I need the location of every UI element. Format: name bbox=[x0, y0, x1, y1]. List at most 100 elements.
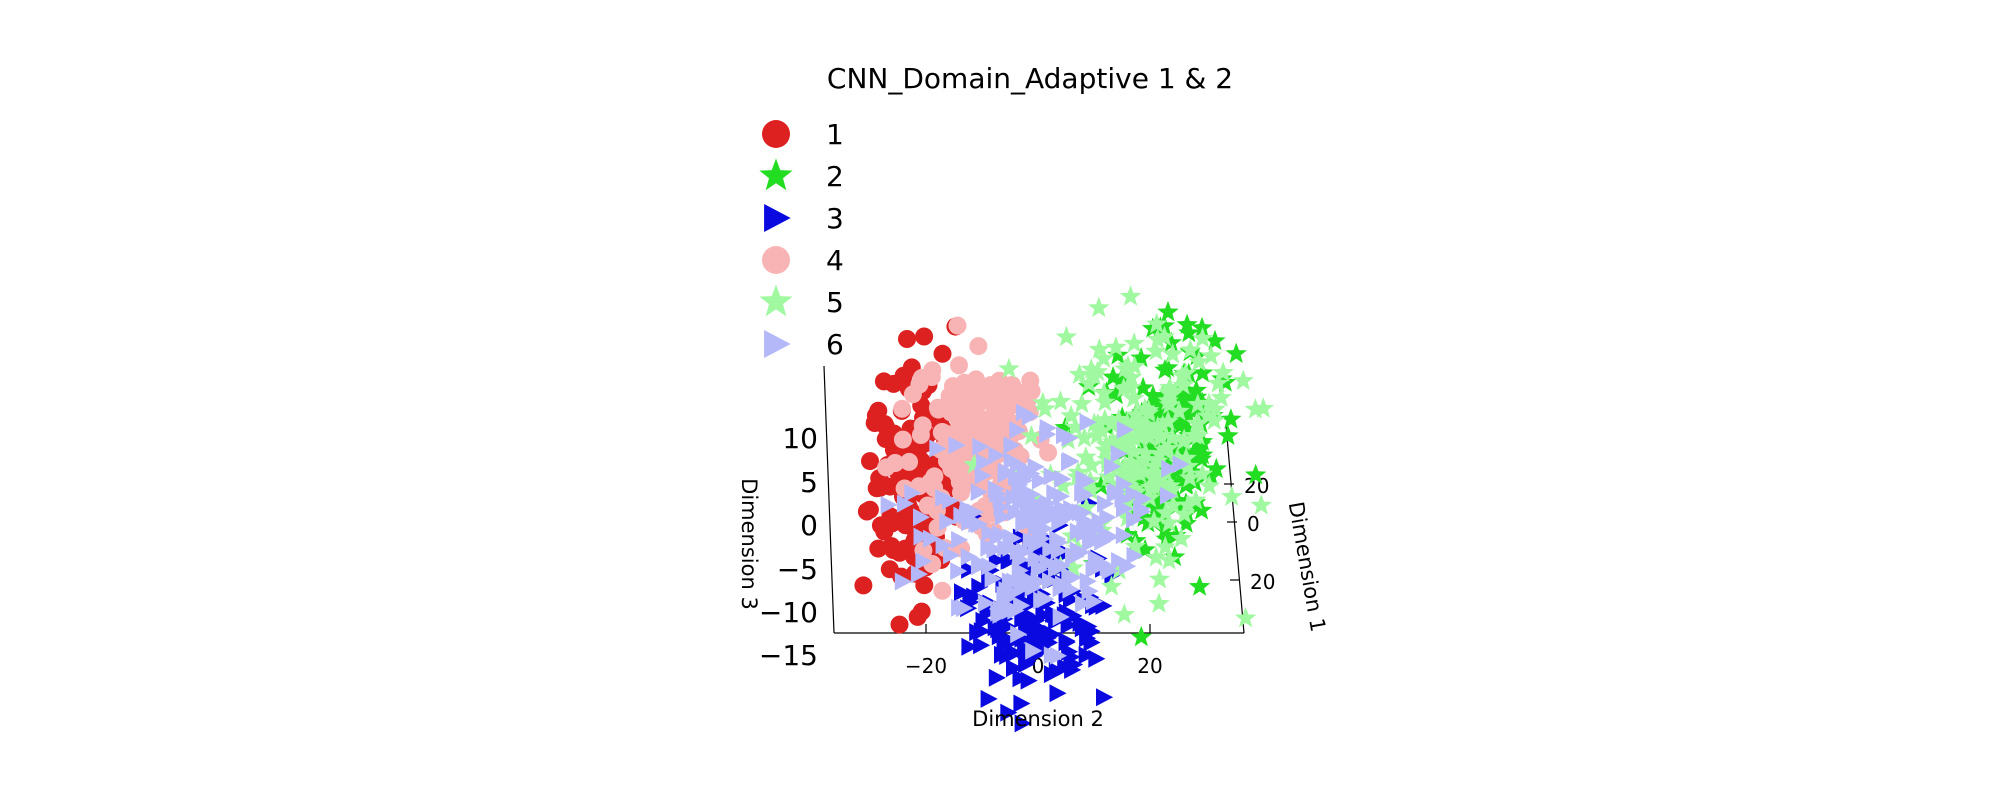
data-point bbox=[999, 646, 1017, 665]
data-point bbox=[1130, 625, 1152, 647]
data-point bbox=[1110, 444, 1128, 463]
data-point bbox=[1078, 646, 1096, 665]
data-point bbox=[984, 569, 1002, 588]
data-point bbox=[1133, 506, 1155, 527]
data-point bbox=[1003, 436, 1021, 455]
z-tick-label: 10 bbox=[782, 422, 818, 455]
data-point bbox=[1191, 463, 1214, 484]
data-point bbox=[1060, 404, 1082, 425]
data-point bbox=[1115, 526, 1133, 545]
data-point bbox=[1151, 414, 1174, 435]
data-point bbox=[1161, 459, 1179, 478]
legend-label: 6 bbox=[826, 328, 844, 361]
data-point bbox=[956, 599, 974, 618]
data-point bbox=[1232, 369, 1254, 390]
data-point bbox=[1130, 347, 1152, 368]
data-point bbox=[980, 422, 999, 441]
data-point bbox=[1145, 340, 1167, 361]
data-point bbox=[1157, 410, 1179, 431]
data-point bbox=[1088, 296, 1110, 317]
data-point bbox=[1121, 413, 1143, 434]
data-point bbox=[1158, 381, 1180, 403]
data-point bbox=[1023, 464, 1041, 483]
data-point bbox=[981, 523, 999, 542]
data-point bbox=[1101, 430, 1123, 452]
legend-marker bbox=[762, 120, 790, 148]
data-point bbox=[1124, 535, 1146, 556]
data-point bbox=[1111, 552, 1129, 570]
y-tick-label: 0 bbox=[1247, 512, 1260, 536]
data-point bbox=[1207, 372, 1229, 393]
data-point bbox=[1088, 338, 1111, 359]
data-point bbox=[1052, 487, 1070, 506]
data-point bbox=[951, 530, 969, 549]
data-point bbox=[939, 512, 957, 531]
data-point bbox=[1155, 527, 1177, 549]
data-point bbox=[908, 607, 927, 626]
data-point bbox=[969, 623, 987, 642]
data-point bbox=[1042, 572, 1060, 591]
x-axis-label: Dimension 2 bbox=[972, 707, 1104, 731]
data-point bbox=[1043, 467, 1061, 486]
data-point bbox=[890, 615, 909, 634]
data-point bbox=[954, 583, 972, 602]
data-point bbox=[980, 538, 998, 557]
data-point bbox=[1185, 412, 1208, 433]
z-tick-label: 5 bbox=[800, 466, 818, 499]
z-tick-label: 0 bbox=[800, 509, 818, 542]
data-point bbox=[1100, 412, 1123, 434]
data-point bbox=[1178, 321, 1200, 343]
legend-item-5: 5 bbox=[759, 284, 844, 319]
data-point bbox=[1039, 425, 1057, 444]
x-tick-label: −20 bbox=[905, 654, 947, 678]
data-point bbox=[1148, 402, 1171, 423]
data-point bbox=[997, 465, 1015, 484]
data-point bbox=[1134, 502, 1152, 521]
data-point bbox=[1234, 606, 1257, 628]
data-point bbox=[970, 483, 988, 502]
data-point bbox=[971, 577, 989, 596]
data-point bbox=[1188, 350, 1210, 371]
data-point bbox=[992, 489, 1010, 508]
data-point bbox=[1012, 492, 1030, 511]
data-point bbox=[1090, 475, 1112, 496]
data-points bbox=[854, 285, 1274, 733]
data-point bbox=[1146, 312, 1168, 334]
y-axis-line bbox=[1225, 424, 1245, 634]
series-6 bbox=[880, 403, 1190, 665]
chart-title: CNN_Domain_Adaptive 1 & 2 bbox=[827, 62, 1233, 95]
data-point bbox=[1108, 482, 1126, 501]
data-point bbox=[976, 453, 994, 472]
data-point bbox=[1148, 443, 1171, 464]
data-point bbox=[869, 401, 888, 420]
data-point bbox=[1134, 538, 1156, 560]
data-point bbox=[1001, 572, 1019, 591]
legend-label: 3 bbox=[826, 202, 844, 235]
data-point bbox=[1097, 494, 1115, 513]
data-point bbox=[1091, 512, 1109, 531]
data-point bbox=[1096, 688, 1114, 707]
data-point bbox=[880, 560, 899, 579]
legend-marker bbox=[764, 330, 791, 358]
data-point bbox=[1074, 483, 1092, 502]
data-point bbox=[1058, 633, 1076, 652]
data-point bbox=[1067, 547, 1085, 566]
data-point bbox=[1062, 556, 1085, 578]
data-point bbox=[1079, 413, 1097, 432]
data-point bbox=[933, 423, 952, 441]
data-point bbox=[1026, 626, 1044, 645]
data-point bbox=[1009, 455, 1027, 474]
data-point bbox=[1025, 641, 1043, 660]
data-point bbox=[1135, 470, 1157, 491]
data-point bbox=[904, 483, 922, 502]
data-point bbox=[1176, 402, 1199, 423]
legend-item-6: 6 bbox=[764, 328, 844, 361]
data-point bbox=[1160, 464, 1183, 485]
legend-label: 5 bbox=[826, 286, 844, 319]
y-tick-label: 20 bbox=[1250, 570, 1275, 594]
data-point bbox=[1225, 342, 1247, 363]
data-point bbox=[1191, 361, 1214, 383]
data-point bbox=[1060, 616, 1078, 635]
data-point bbox=[1177, 494, 1199, 515]
data-point bbox=[1148, 568, 1171, 589]
